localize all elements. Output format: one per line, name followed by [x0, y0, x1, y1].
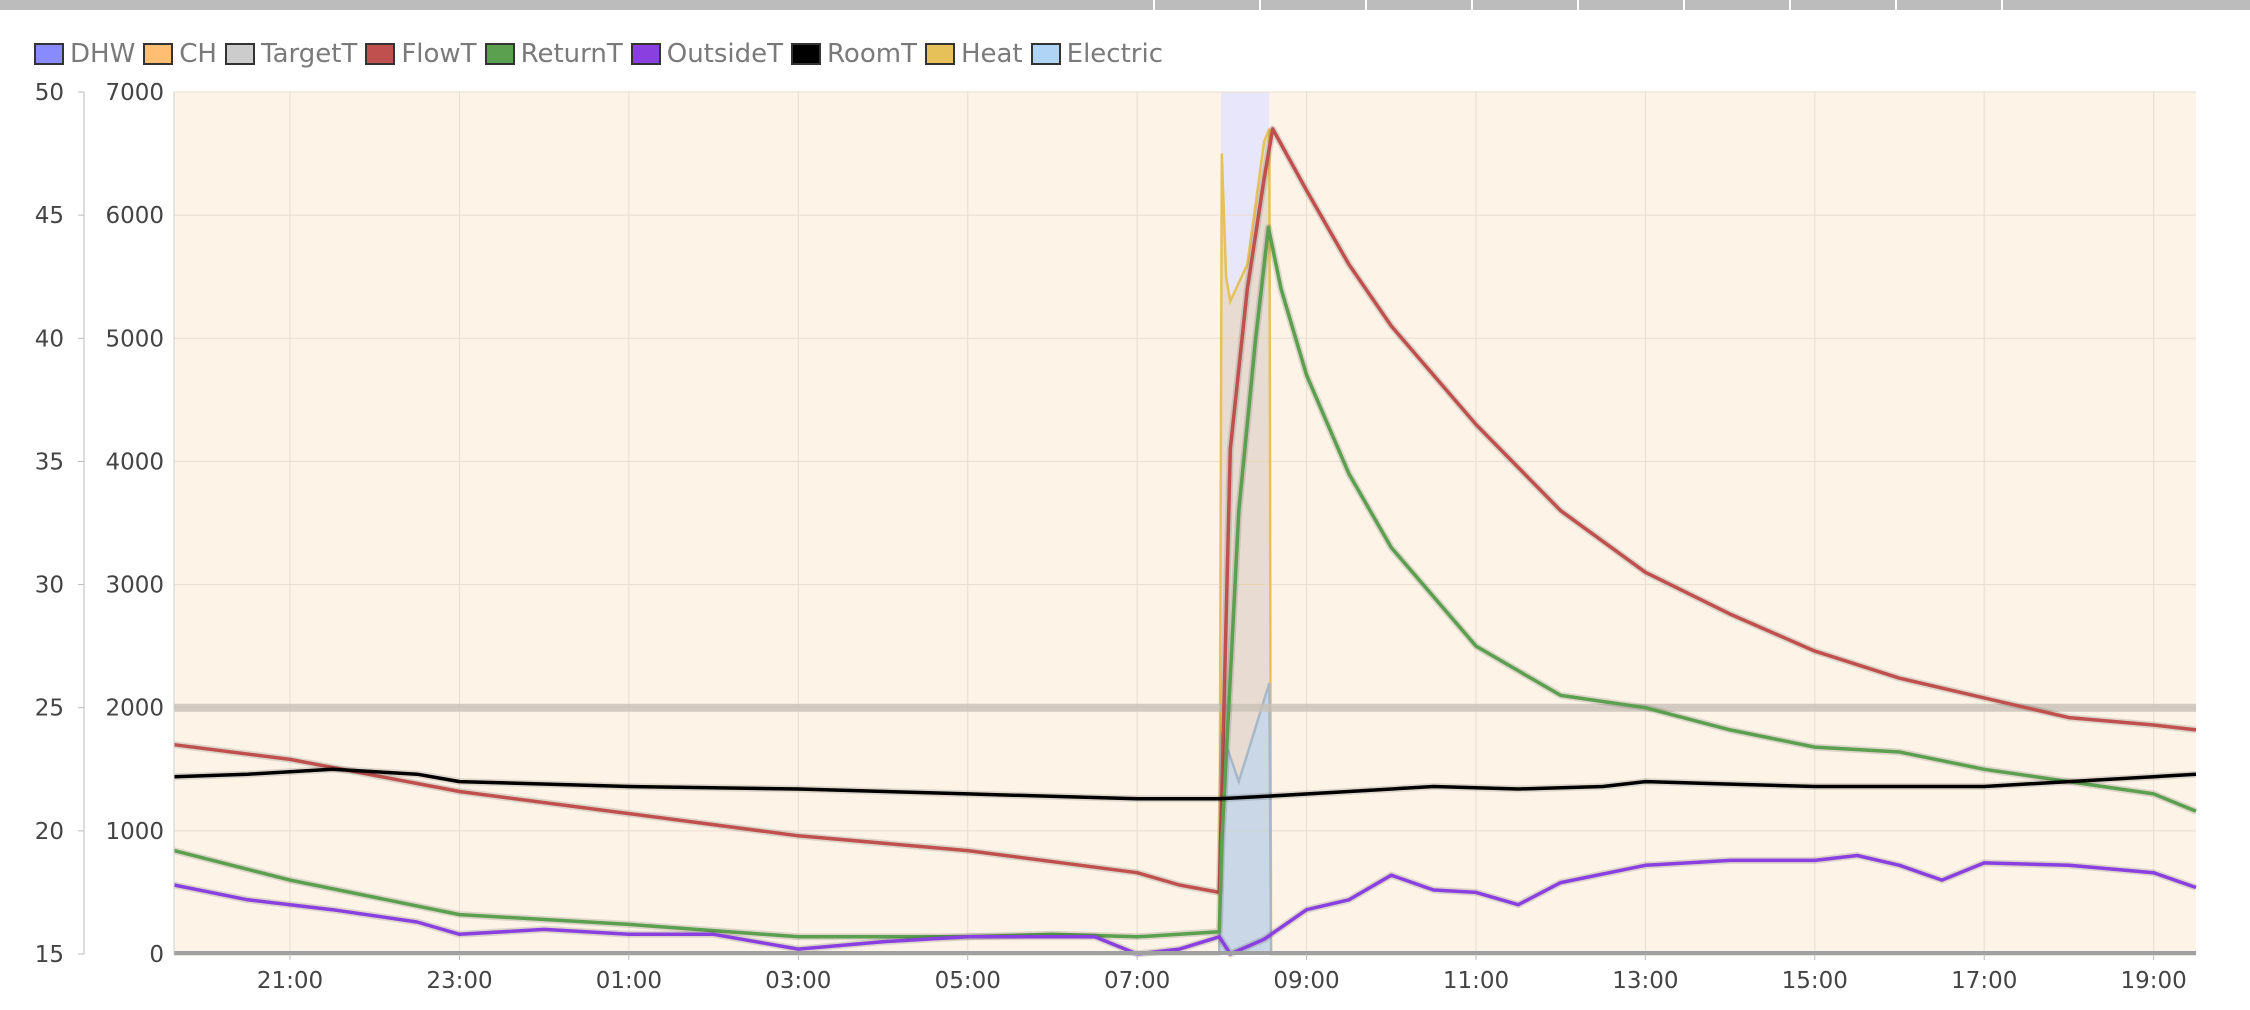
legend-label: TargetT: [261, 39, 358, 69]
x-tick-label: 03:00: [765, 968, 831, 994]
x-tick-label: 05:00: [935, 968, 1001, 994]
y-temp-tick-label: 35: [35, 449, 64, 475]
legend-swatch: [225, 43, 255, 65]
y-power-tick-label: 4000: [105, 449, 164, 475]
legend-label: Electric: [1066, 39, 1163, 69]
toolbar-divider: [1471, 0, 1473, 10]
y-power-tick-label: 5000: [105, 326, 164, 352]
legend-item-heat[interactable]: Heat: [924, 39, 1023, 69]
y-power-tick-label: 1000: [105, 819, 164, 845]
legend-label: FlowT: [401, 39, 477, 69]
y-temp-tick-label: 40: [35, 326, 64, 352]
legend-swatch: [143, 43, 174, 65]
toolbar-divider: [1153, 0, 1155, 10]
legend-label: OutsideT: [666, 39, 784, 69]
toolbar-divider: [1683, 0, 1685, 10]
y-power-tick-label: 6000: [105, 203, 164, 229]
toolbar-divider: [1577, 0, 1579, 10]
y-temp-tick-label: 25: [35, 696, 64, 722]
y-temp-tick-label: 20: [35, 819, 64, 845]
x-tick-label: 01:00: [596, 968, 662, 994]
legend-swatch: [630, 43, 661, 65]
legend-label: CH: [179, 39, 217, 69]
chart-bands: [174, 92, 2196, 954]
y-temp-tick-label: 30: [35, 573, 64, 599]
legend-item-flow[interactable]: FlowT: [365, 39, 477, 69]
legend-item-outside[interactable]: OutsideT: [630, 39, 784, 69]
chart-lines: [173, 125, 2198, 958]
toolbar-divider: [2001, 0, 2003, 10]
x-tick-label: 21:00: [257, 968, 323, 994]
y-power-tick-label: 0: [149, 942, 164, 968]
x-tick-label: 17:00: [1951, 968, 2017, 994]
x-tick-label: 15:00: [1782, 968, 1848, 994]
outside-line: [173, 853, 2197, 956]
chart-axes: 15 20 25 30 35 40 45 50 0 1000 2000 3000 4000 5000 600…: [35, 80, 2187, 994]
legend-item-return[interactable]: ReturnT: [484, 39, 623, 69]
y-temp-tick-label: 45: [35, 203, 64, 229]
toolbar-divider: [1895, 0, 1897, 10]
y-power-tick-label: 7000: [105, 80, 164, 106]
legend-label: Heat: [960, 39, 1023, 69]
x-tick-label: 07:00: [1104, 968, 1170, 994]
legend-label: DHW: [70, 39, 136, 69]
legend-item-target[interactable]: TargetT: [225, 39, 357, 69]
y-temp-tick-label: 15: [35, 942, 64, 968]
x-tick-label: 09:00: [1273, 968, 1339, 994]
legend-swatch: [484, 43, 515, 65]
x-tick-label: 11:00: [1443, 968, 1509, 994]
y-power-tick-label: 2000: [105, 696, 164, 722]
legend-swatch: [1030, 43, 1061, 65]
legend-item-ch[interactable]: CH: [143, 39, 217, 69]
top-toolbar-strip: [0, 0, 2250, 10]
legend-label: RoomT: [827, 39, 917, 69]
legend-item-room[interactable]: RoomT: [791, 39, 917, 69]
chart-legend: DHW CH TargetT FlowT ReturnT OutsideT RoomT Hea…: [34, 37, 1163, 71]
y-power-tick-label: 3000: [105, 573, 164, 599]
toolbar-divider: [1365, 0, 1367, 10]
heat-line: [174, 128, 2196, 956]
flow-line: [173, 127, 2197, 895]
legend-swatch: [791, 43, 822, 65]
x-tick-label: 23:00: [426, 968, 492, 994]
return-line: [173, 225, 2197, 939]
ch-band: [174, 92, 2196, 954]
y-temp-tick-label: 50: [35, 80, 64, 106]
legend-swatch: [34, 43, 64, 65]
x-tick-label: 19:00: [2120, 968, 2186, 994]
legend-item-dhw[interactable]: DHW: [34, 39, 135, 69]
room-line: [173, 767, 2197, 801]
legend-item-electric[interactable]: Electric: [1030, 39, 1163, 69]
legend-swatch: [365, 43, 396, 65]
x-tick-label: 13:00: [1612, 968, 1678, 994]
legend-label: ReturnT: [520, 39, 623, 69]
legend-swatch: [924, 43, 955, 65]
toolbar-divider: [1789, 0, 1791, 10]
toolbar-divider: [1259, 0, 1261, 10]
